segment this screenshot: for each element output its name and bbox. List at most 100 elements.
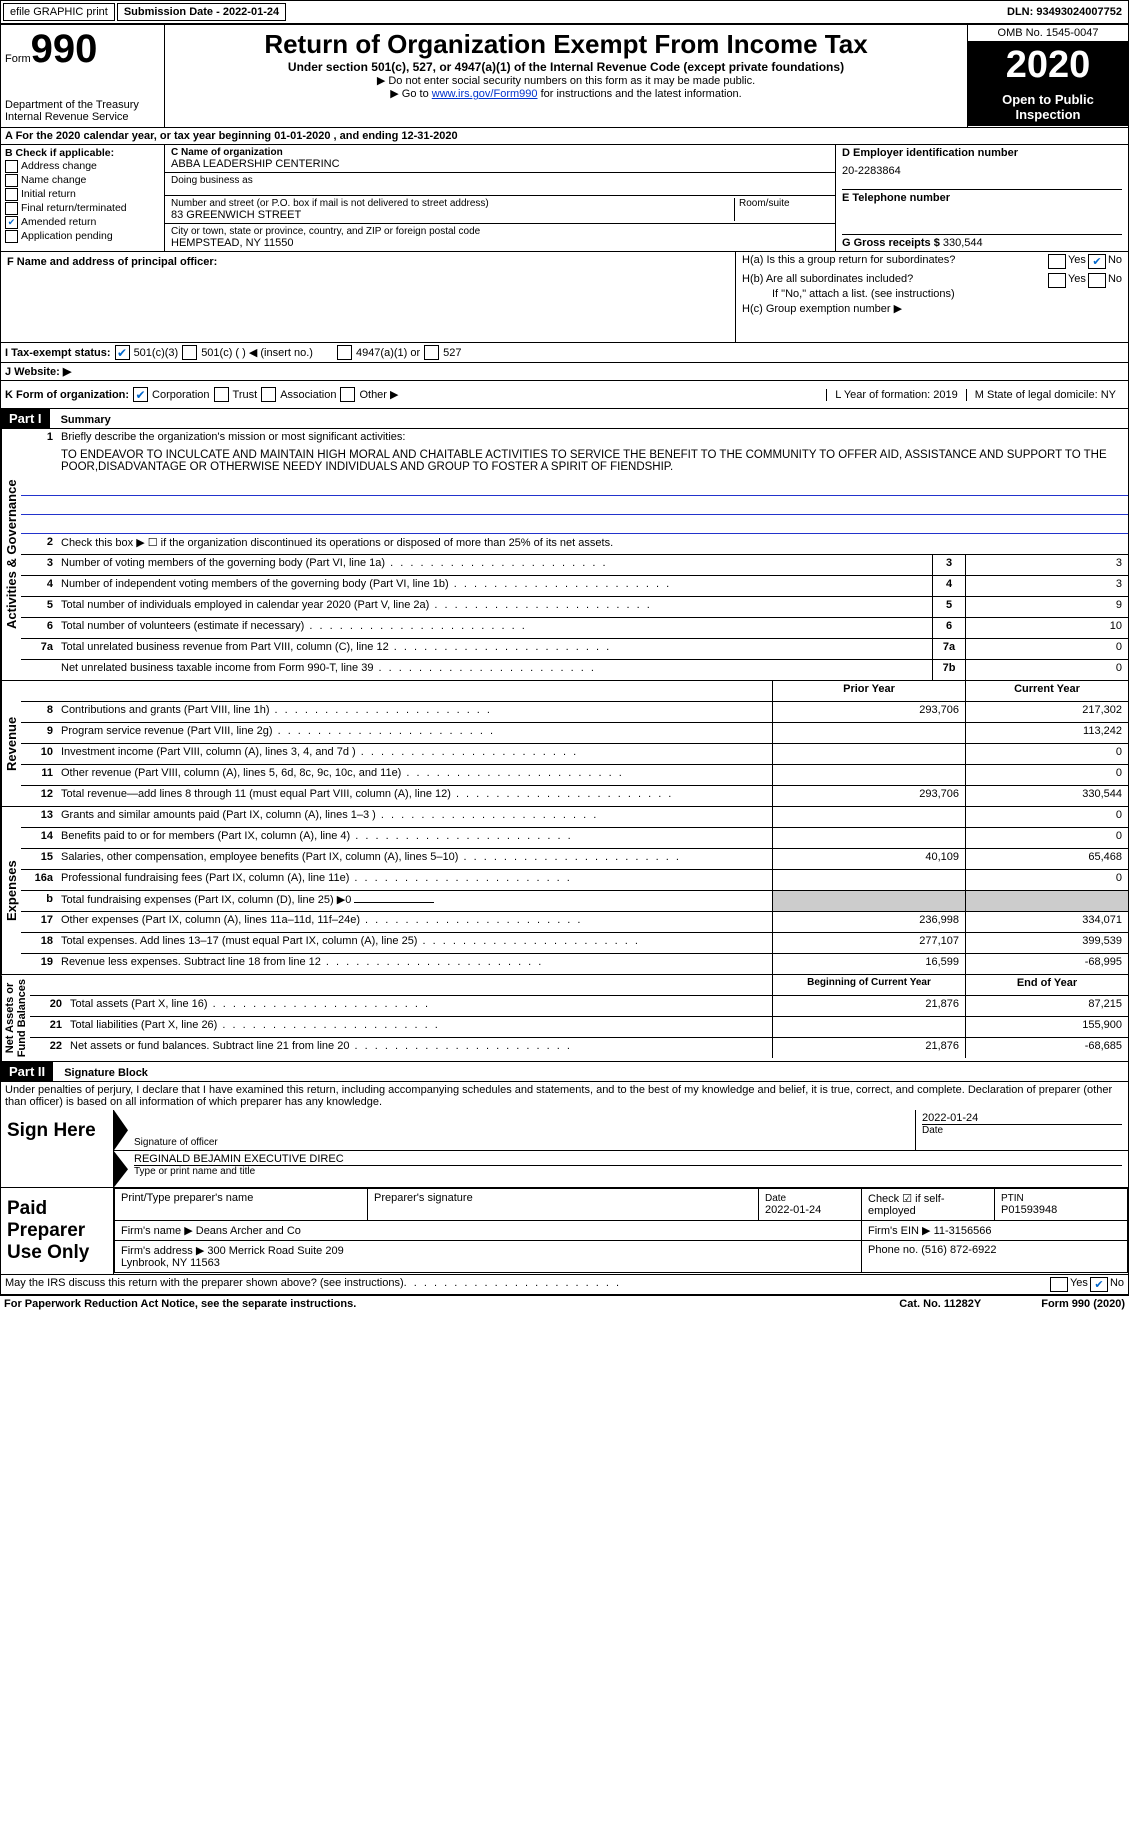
current-year-value: 155,900 <box>965 1017 1128 1037</box>
line-num-cell: 3 <box>932 555 965 575</box>
chk-527[interactable] <box>424 345 439 360</box>
q2: Check this box ▶ ☐ if the organization d… <box>57 534 1128 554</box>
open-public-1: Open to Public <box>1002 92 1094 107</box>
signature-block: Sign Here Signature of officer 2022-01-2… <box>0 1110 1129 1275</box>
page-footer: For Paperwork Reduction Act Notice, see … <box>0 1295 1129 1312</box>
dln: DLN: 93493024007752 <box>1001 4 1128 20</box>
hdr-curr: Current Year <box>965 681 1128 701</box>
prior-year-value: 40,109 <box>772 849 965 869</box>
rev-section: Revenue b Prior Year Current Year 8Contr… <box>0 681 1129 807</box>
summary-line-text: Benefits paid to or for members (Part IX… <box>57 828 772 848</box>
q1: Briefly describe the organization's miss… <box>57 429 1128 445</box>
chk-assoc[interactable] <box>261 387 276 402</box>
form-word: Form <box>5 53 31 65</box>
summary-line-text: Net assets or fund balances. Subtract li… <box>66 1038 772 1058</box>
may-irs-text: May the IRS discuss this return with the… <box>5 1277 404 1292</box>
firm-ein-lbl: Firm's EIN ▶ <box>868 1225 931 1237</box>
ha-no-box[interactable] <box>1088 254 1106 269</box>
colb-item-label: Final return/terminated <box>21 202 127 214</box>
org-name-label: C Name of organization <box>171 147 829 158</box>
sig-officer-label: Signature of officer <box>128 1110 915 1150</box>
hb-note: If "No," attach a list. (see instruction… <box>772 288 1122 300</box>
hdr-prior: Prior Year <box>772 681 965 701</box>
ha-label: H(a) Is this a group return for subordin… <box>742 254 1046 269</box>
prior-year-value: 16,599 <box>772 954 965 974</box>
instr-ssn: ▶ Do not enter social security numbers o… <box>169 74 963 87</box>
current-year-value: 87,215 <box>965 996 1128 1016</box>
tax-year: 2020 <box>972 46 1124 84</box>
prior-year-value <box>772 765 965 785</box>
chk-501c[interactable] <box>182 345 197 360</box>
opt-corp: Corporation <box>152 389 209 401</box>
cat-no: Cat. No. 11282Y <box>899 1298 981 1310</box>
opt-other: Other ▶ <box>359 388 398 401</box>
perjury-declaration: Under penalties of perjury, I declare th… <box>0 1082 1129 1110</box>
summary-line-text: Total liabilities (Part X, line 26) <box>66 1017 772 1037</box>
summary-line-text: Investment income (Part VIII, column (A)… <box>57 744 772 764</box>
current-year-value: 0 <box>965 807 1128 827</box>
top-bar: efile GRAPHIC print Submission Date - 20… <box>0 0 1129 24</box>
colb-checkbox[interactable] <box>5 188 18 201</box>
line-num-cell: 4 <box>932 576 965 596</box>
summary-line-text: Professional fundraising fees (Part IX, … <box>57 870 772 890</box>
section-fgh: F Name and address of principal officer:… <box>0 252 1129 343</box>
chk-other[interactable] <box>340 387 355 402</box>
may-irs-row: May the IRS discuss this return with the… <box>0 1275 1129 1295</box>
type-name-label: Type or print name and title <box>134 1165 1122 1177</box>
colb-item-label: Amended return <box>21 216 96 228</box>
irs-link[interactable]: www.irs.gov/Form990 <box>432 88 538 100</box>
opt-501c3: 501(c)(3) <box>134 347 179 359</box>
chk-corp[interactable] <box>133 387 148 402</box>
chk-trust[interactable] <box>214 387 229 402</box>
state-domicile: M State of legal domicile: NY <box>966 389 1124 401</box>
irs-no-box[interactable] <box>1090 1277 1108 1292</box>
current-year-value: 0 <box>965 765 1128 785</box>
prior-year-value: 236,998 <box>772 912 965 932</box>
current-year-value: 0 <box>965 828 1128 848</box>
chk-501c3[interactable] <box>115 345 130 360</box>
colb-checkbox[interactable]: ✔ <box>5 216 18 229</box>
colb-item-label: Name change <box>21 174 86 186</box>
year-formation: L Year of formation: 2019 <box>826 389 966 401</box>
current-year-value: 0 <box>965 744 1128 764</box>
hc-label: H(c) Group exemption number ▶ <box>742 302 1122 315</box>
net-section: Net Assets or Fund Balances Beginning of… <box>0 975 1129 1062</box>
summary-line-text: Total revenue—add lines 8 through 11 (mu… <box>57 786 772 806</box>
col-b: B Check if applicable: Address change Nam… <box>1 145 165 251</box>
colb-checkbox[interactable] <box>5 230 18 243</box>
colb-checkbox[interactable] <box>5 160 18 173</box>
org-name: ABBA LEADERSHIP CENTERINC <box>171 158 829 170</box>
prior-year-value <box>772 828 965 848</box>
arrow-icon-2 <box>114 1151 128 1187</box>
hb-no-box[interactable] <box>1088 273 1106 288</box>
chk-4947[interactable] <box>337 345 352 360</box>
ha-yes-box[interactable] <box>1048 254 1066 269</box>
gross-receipts-label: G Gross receipts $ <box>842 237 940 249</box>
colb-checkbox[interactable] <box>5 174 18 187</box>
yes-label2: Yes <box>1068 273 1086 288</box>
colb-checkbox[interactable] <box>5 202 18 215</box>
hb-label: H(b) Are all subordinates included? <box>742 273 1046 288</box>
preparer-table: Print/Type preparer's name Preparer's si… <box>114 1188 1128 1273</box>
colb-item-label: Application pending <box>21 230 113 242</box>
part-ii-bar: Part II Signature Block <box>0 1062 1129 1082</box>
colb-item-label: Address change <box>21 160 97 172</box>
summary-line-text: Number of independent voting members of … <box>57 576 932 596</box>
hb-yes-box[interactable] <box>1048 273 1066 288</box>
row-j: J Website: ▶ <box>0 363 1129 381</box>
gross-receipts: 330,544 <box>943 237 983 249</box>
current-year-value: -68,995 <box>965 954 1128 974</box>
rev-sidelabel: Revenue <box>1 681 21 806</box>
prior-year-value <box>772 807 965 827</box>
line-value: 9 <box>965 597 1128 617</box>
current-year-value: 0 <box>965 870 1128 890</box>
part-ii-hdr: Part II <box>1 1062 53 1081</box>
summary-line-text: Salaries, other compensation, employee b… <box>57 849 772 869</box>
irs-yes-box[interactable] <box>1050 1277 1068 1292</box>
current-year-value: 65,468 <box>965 849 1128 869</box>
efile-print-button[interactable]: efile GRAPHIC print <box>3 3 115 21</box>
part-i-bar: Part I Summary <box>0 409 1129 429</box>
opt-527: 527 <box>443 347 461 359</box>
arrow-icon <box>114 1110 128 1150</box>
col-b-hdr: B Check if applicable: <box>5 147 160 159</box>
